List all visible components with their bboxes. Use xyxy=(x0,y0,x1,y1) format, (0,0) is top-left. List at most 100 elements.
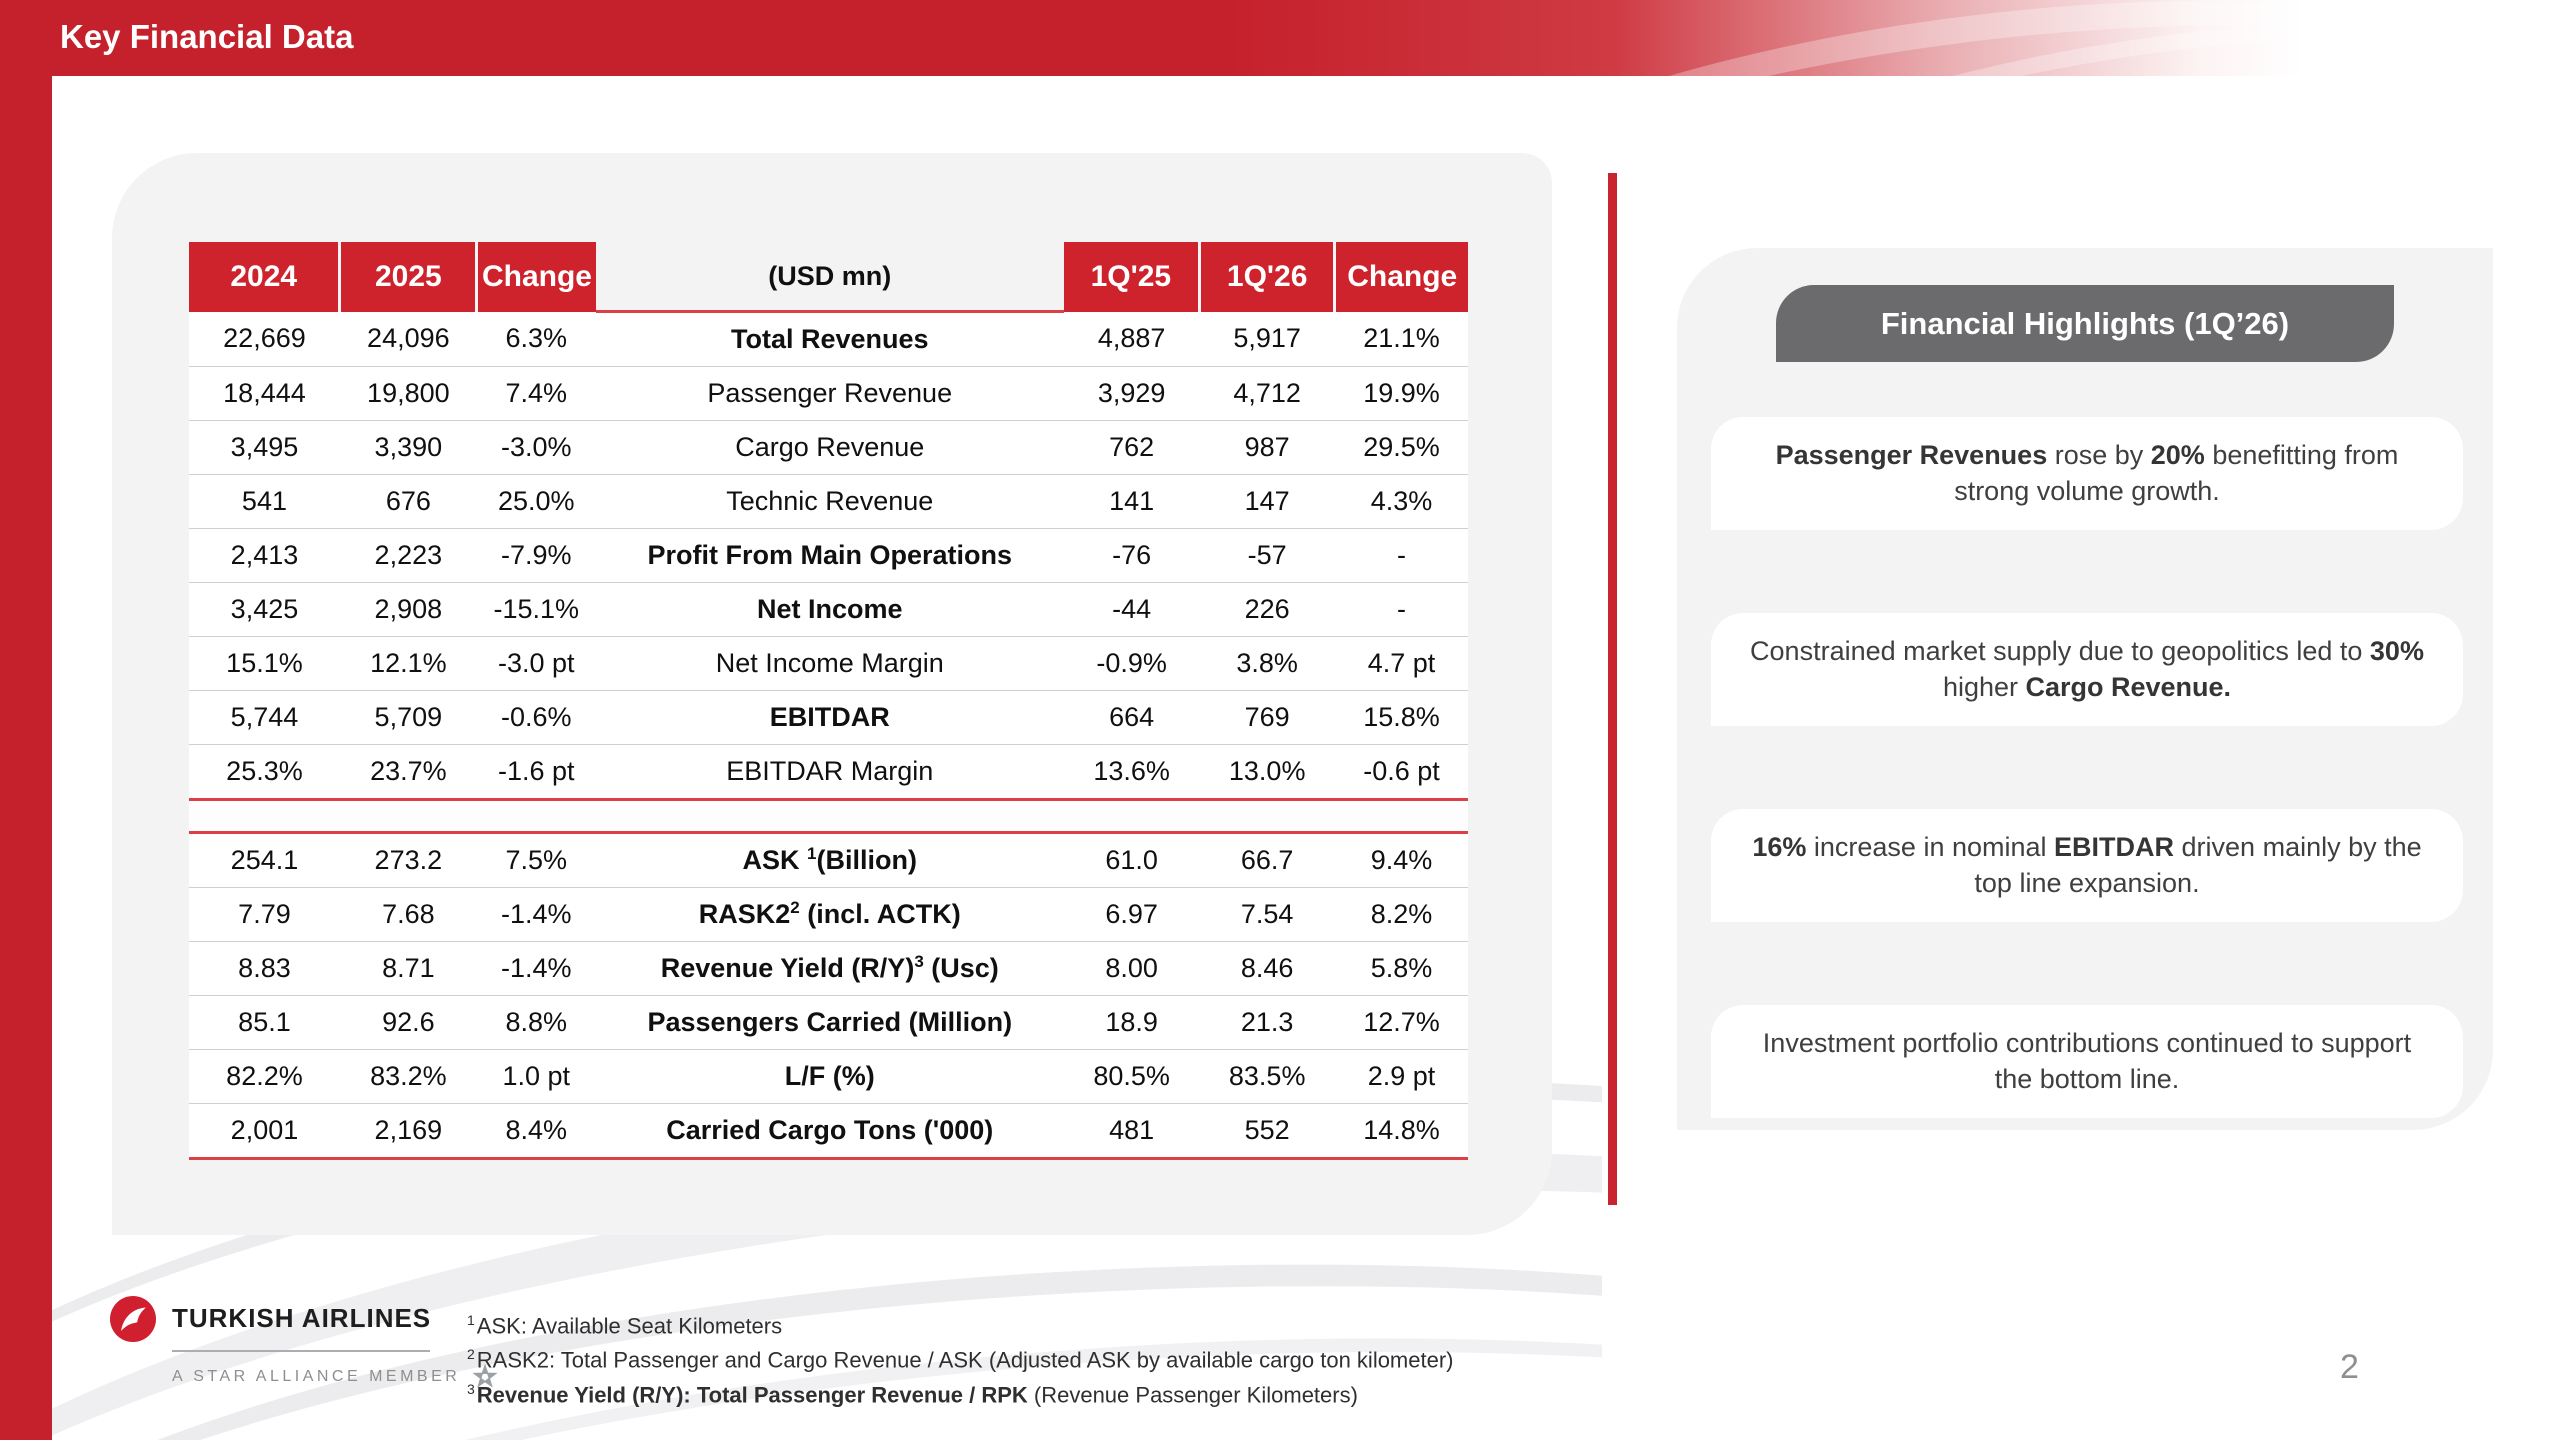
footnote-bold: Revenue Yield (R/Y): Total Passenger Rev… xyxy=(476,1381,1034,1407)
table-row: 541 676 25.0% Technic Revenue 141 147 4.3% xyxy=(189,474,1468,529)
value-cell: 3,425 xyxy=(189,582,340,637)
text-segment: Profit From Main Operations xyxy=(647,540,1013,570)
table-row: 25.3% 23.7% -1.6 pt EBITDAR Margin 13.6% 13.0… xyxy=(189,744,1468,800)
brand-name: TURKISH AIRLINES xyxy=(172,1303,432,1333)
table-row: 3,425 2,908 -15.1% Net Income -44 226- xyxy=(189,582,1468,637)
table-row: 82.2% 83.2% 1.0 pt L/F (%) 80.5% 83.5% 2.9 pt xyxy=(189,1049,1468,1104)
value-cell: 2,001 xyxy=(189,1103,340,1160)
column-header: 1Q'25 xyxy=(1063,242,1200,312)
value-cell: 769 xyxy=(1199,690,1335,745)
vertical-divider xyxy=(1608,173,1617,1205)
metric-cell: RASK22 (incl. ACTK) xyxy=(595,887,1064,942)
value-cell: 7.4% xyxy=(476,366,596,421)
bold-text: 16% xyxy=(1752,832,1807,863)
value-cell: 24,096 xyxy=(339,311,477,367)
text-segment: Net Income xyxy=(756,594,903,624)
value-cell: 12.1% xyxy=(339,636,477,691)
metric-cell: EBITDAR Margin xyxy=(595,744,1064,800)
metric-cell: Carried Cargo Tons ('000) xyxy=(595,1103,1064,1160)
text-segment: Passenger Revenue xyxy=(707,378,953,408)
value-cell: 83.5% xyxy=(1199,1049,1335,1104)
superscript: 2 xyxy=(790,898,800,917)
metric-cell: L/F (%) xyxy=(595,1049,1064,1104)
metric-cell: Technic Revenue xyxy=(595,474,1064,529)
value-cell: 13.0% xyxy=(1199,744,1335,800)
value-cell: 8.8% xyxy=(476,995,596,1050)
table-body: 22,669 24,096 6.3% Total Revenues 4,887 5,917… xyxy=(189,311,1468,1160)
table-row: 7.79 7.68 -1.4% RASK22 (incl. ACTK) 6.97 7.54… xyxy=(189,887,1468,942)
column-header: Change xyxy=(1333,242,1468,312)
section-separator-row xyxy=(189,798,1468,834)
table-row: 18,444 19,800 7.4% Passenger Revenue 3,929 4,… xyxy=(189,366,1468,421)
value-cell: 13.6% xyxy=(1063,744,1200,800)
value-cell: 22,669 xyxy=(189,311,340,367)
text-segment: (incl. ACTK) xyxy=(799,899,961,929)
footnote-text: RASK2: Total Passenger and Cargo Revenue… xyxy=(476,1347,1454,1373)
value-cell: - xyxy=(1334,582,1468,637)
value-cell: 7.68 xyxy=(339,887,477,942)
metric-cell: Total Revenues xyxy=(595,311,1064,367)
table-row: 15.1% 12.1% -3.0 pt Net Income Margin -0.9% 3… xyxy=(189,636,1468,691)
value-cell: 3,495 xyxy=(189,420,340,475)
value-cell: 92.6 xyxy=(339,995,477,1050)
bold-text: Passenger Revenues xyxy=(1775,440,2048,471)
text-segment: Constrained market supply due to geopoli… xyxy=(1750,636,2370,667)
value-cell: 19.9% xyxy=(1334,366,1468,421)
value-cell: 66.7 xyxy=(1199,832,1335,888)
text-segment: rose by xyxy=(2047,440,2151,471)
value-cell: 9.4% xyxy=(1334,832,1468,888)
footnotes: 1ASK: Available Seat Kilometers 2RASK2: T… xyxy=(467,1306,1454,1409)
value-cell: 8.83 xyxy=(189,941,340,996)
value-cell: -0.6 pt xyxy=(1334,744,1468,800)
value-cell: 23.7% xyxy=(339,744,477,800)
highlight-text: 16% increase in nominal EBITDAR driven m… xyxy=(1741,830,2433,900)
value-cell: 25.3% xyxy=(189,744,340,800)
value-cell: 5.8% xyxy=(1334,941,1468,996)
metric-cell: Profit From Main Operations xyxy=(595,528,1064,583)
highlight-box: Constrained market supply due to geopoli… xyxy=(1711,613,2463,726)
column-header: Change xyxy=(475,242,596,312)
footnote-line: 2RASK2: Total Passenger and Cargo Revenu… xyxy=(467,1340,1454,1374)
value-cell: -3.0 pt xyxy=(476,636,596,691)
value-cell: -57 xyxy=(1199,528,1335,583)
value-cell: 481 xyxy=(1063,1103,1200,1160)
value-cell: 19,800 xyxy=(339,366,477,421)
text-segment: Net Income Margin xyxy=(715,648,944,678)
value-cell: 21.3 xyxy=(1199,995,1335,1050)
text-segment: RASK2 xyxy=(698,899,791,929)
value-cell: -1.4% xyxy=(476,941,596,996)
value-cell: 4.7 pt xyxy=(1334,636,1468,691)
table-row: 85.1 92.6 8.8% Passengers Carried (Million)… xyxy=(189,995,1468,1050)
star-alliance-icon xyxy=(472,1363,498,1388)
highlight-text: Passenger Revenues rose by 20% benefitti… xyxy=(1741,438,2433,508)
value-cell: 6.3% xyxy=(476,311,596,367)
footnote-line: 3Revenue Yield (R/Y): Total Passenger Re… xyxy=(467,1375,1454,1409)
bold-text: 30% xyxy=(2369,636,2424,667)
value-cell: 4,887 xyxy=(1063,311,1200,367)
value-cell: - xyxy=(1334,528,1468,583)
value-cell: 147 xyxy=(1199,474,1335,529)
highlight-box: Passenger Revenues rose by 20% benefitti… xyxy=(1711,417,2463,530)
highlight-box: 16% increase in nominal EBITDAR driven m… xyxy=(1711,809,2463,922)
value-cell: 2,169 xyxy=(339,1103,477,1160)
airline-bird-icon xyxy=(121,1307,146,1331)
title-banner xyxy=(0,0,2560,76)
value-cell: 18.9 xyxy=(1063,995,1200,1050)
value-cell: -7.9% xyxy=(476,528,596,583)
value-cell: 80.5% xyxy=(1063,1049,1200,1104)
value-cell: 12.7% xyxy=(1334,995,1468,1050)
bold-text: Cargo Revenue. xyxy=(2025,671,2232,702)
value-cell: -0.9% xyxy=(1063,636,1200,691)
value-cell: 15.1% xyxy=(189,636,340,691)
text-segment: ASK xyxy=(742,845,808,875)
value-cell: -0.6% xyxy=(476,690,596,745)
value-cell: 2,223 xyxy=(339,528,477,583)
value-cell: 226 xyxy=(1199,582,1335,637)
value-cell: 14.8% xyxy=(1334,1103,1468,1160)
value-cell: 254.1 xyxy=(189,832,340,888)
metric-cell: EBITDAR xyxy=(595,690,1064,745)
table-row: 8.83 8.71 -1.4% Revenue Yield (R/Y)3 (Usc) 8… xyxy=(189,941,1468,996)
table-row: 2,001 2,169 8.4% Carried Cargo Tons ('000) 4… xyxy=(189,1103,1468,1160)
table-row: 254.1 273.2 7.5% ASK 1(Billion) 61.0 66.7 9.4% xyxy=(189,832,1468,888)
column-header: 2025 xyxy=(338,242,477,312)
